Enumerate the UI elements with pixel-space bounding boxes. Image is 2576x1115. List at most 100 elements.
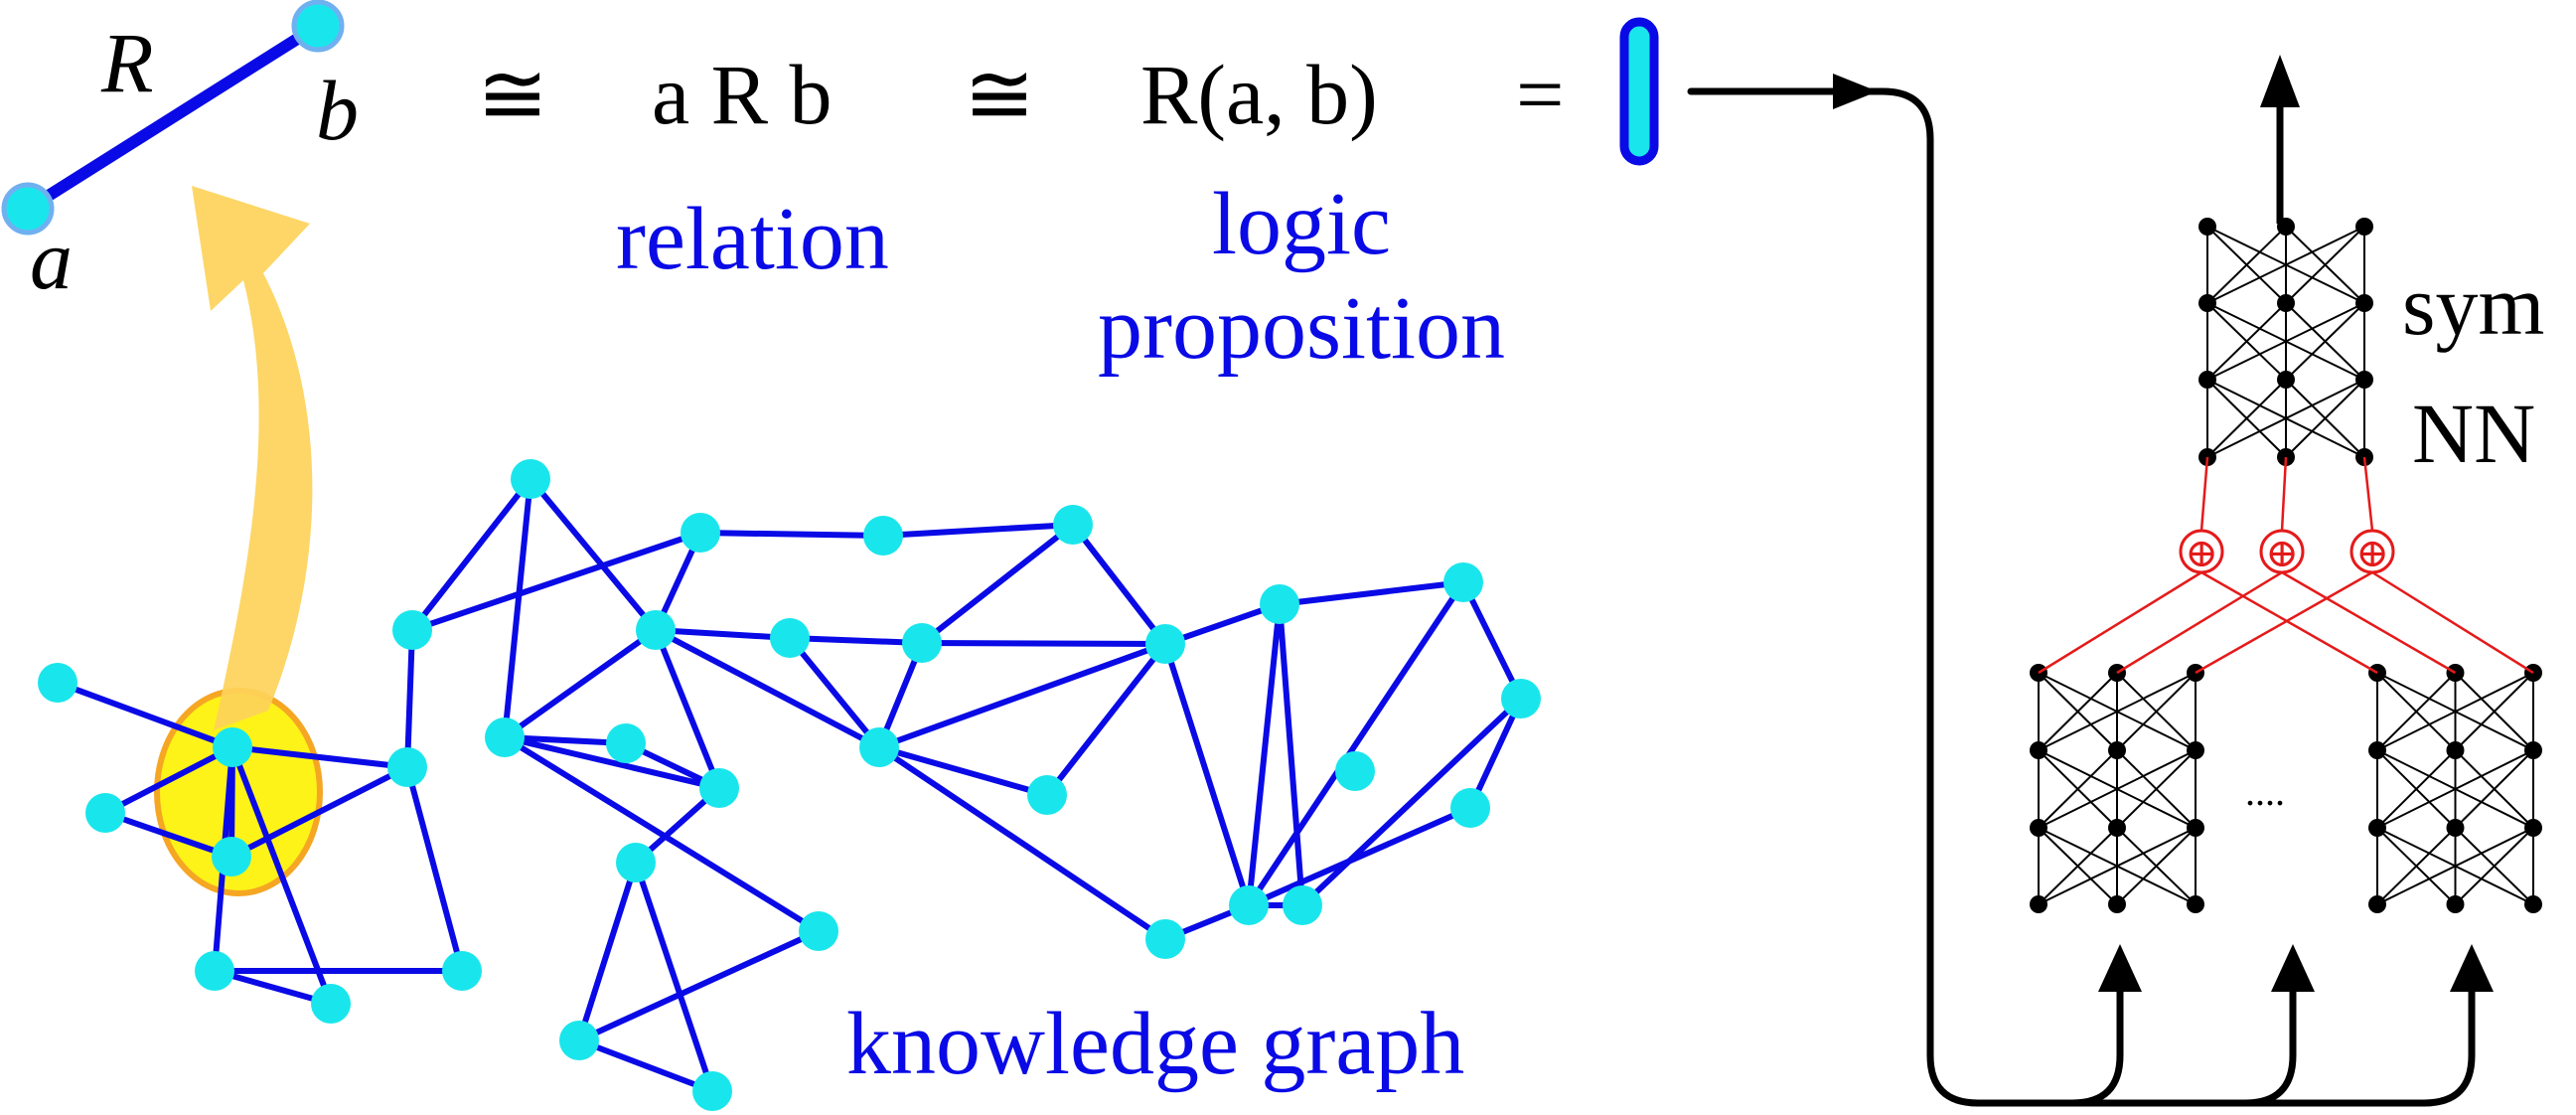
nn-neuron (2198, 218, 2216, 236)
combine-line-up (2362, 456, 2374, 532)
nn-connection (2038, 749, 2118, 829)
nn-neuron (2108, 819, 2126, 837)
graph-node (699, 768, 739, 808)
graph-edge (876, 641, 1168, 750)
graph-edge (404, 764, 465, 974)
combine-line-left (2195, 570, 2373, 675)
graph-edge (55, 680, 235, 750)
graph-edge (502, 734, 722, 791)
nn-connection (2376, 827, 2457, 905)
graph-node (38, 663, 77, 703)
nn-neuron (2277, 371, 2295, 389)
nn-neuron (2524, 895, 2542, 913)
graph-edge (409, 476, 533, 633)
nn-connection (2206, 379, 2365, 458)
graph-node (442, 951, 482, 991)
graph-edge (409, 530, 703, 633)
sym-neural-network (2198, 218, 2373, 466)
graph-edge (102, 744, 235, 816)
graph-edge (1246, 579, 1466, 908)
graph-edge (228, 764, 410, 860)
nn-connection (2206, 302, 2365, 381)
graph-edge (404, 627, 415, 770)
graph-edge (1277, 579, 1466, 607)
node-b-label: b (316, 63, 359, 158)
graph-edge (919, 640, 1168, 647)
nn-neuron (2030, 895, 2047, 913)
combine-line-right (2200, 570, 2378, 675)
combine-symbol-1: ⊕ (2185, 531, 2218, 575)
nn-neuron (2198, 294, 2216, 312)
graph-node (606, 723, 646, 763)
nn-neuron (2355, 371, 2373, 389)
graph-node (511, 459, 550, 499)
graph-node (1145, 919, 1185, 959)
graph-edge (229, 744, 410, 770)
nn-neuron (2030, 741, 2047, 759)
congruent-symbol-1: ≅ (477, 47, 548, 142)
nn-neuron (2446, 741, 2465, 759)
nn-connection (2116, 672, 2197, 751)
graph-edge (653, 627, 882, 750)
graph-edge (576, 1037, 715, 1094)
network-ellipsis: .... (2245, 769, 2285, 814)
graph-node (636, 610, 676, 650)
graph-node (195, 951, 234, 991)
graph-edge (502, 734, 629, 746)
graph-node (559, 1021, 599, 1060)
connector-branch-mid (2241, 960, 2297, 1107)
node-a (1, 182, 55, 236)
nn-connection (2376, 672, 2534, 751)
graph-edge (880, 522, 1076, 539)
node-a-label: a (30, 212, 73, 307)
graph-node (1283, 885, 1322, 925)
infix-form: a R b (652, 47, 833, 142)
graph-node (902, 623, 942, 663)
graph-edge (633, 860, 715, 1094)
graph-node (1260, 584, 1299, 624)
graph-node (1450, 788, 1490, 828)
connector-arrowhead-right (1833, 74, 1878, 109)
graph-edge (919, 522, 1076, 646)
combine-line-left (2116, 570, 2283, 675)
nn-neuron (2355, 294, 2373, 312)
graph-edge (102, 810, 234, 860)
graph-edge (653, 627, 793, 641)
nn-connection (2206, 302, 2287, 381)
graph-node (311, 984, 351, 1024)
nn-connection (2285, 379, 2365, 458)
selection-arrow (192, 186, 313, 730)
node-b (291, 0, 345, 53)
logic-caption-line1: logic (1212, 175, 1391, 273)
nn-neuron (2355, 218, 2373, 236)
nn-connection (2454, 749, 2534, 829)
graph-edge (528, 476, 659, 633)
sym-nn-label-line2: NN (2412, 386, 2535, 481)
nn-connection (2454, 827, 2534, 905)
equals-symbol: = (1516, 47, 1565, 142)
nn-neuron (2277, 294, 2295, 312)
nn-neuron (2524, 741, 2542, 759)
nn-connection (2376, 672, 2457, 751)
relation-symbol: R a b (1, 0, 359, 307)
nn-connection (2038, 672, 2118, 751)
graph-edge (1070, 522, 1168, 647)
equation: ≅ a R b ≅ R(a, b) = (477, 17, 1659, 166)
graph-node (863, 516, 903, 556)
graph-node (770, 618, 810, 658)
nn-neuron (2446, 895, 2465, 913)
graph-node (616, 843, 656, 882)
graph-edge (1460, 579, 1524, 702)
graph-edge (1162, 641, 1252, 908)
input-neural-network-left (2030, 664, 2204, 913)
graph-edge (1246, 805, 1473, 908)
graph-node (1053, 505, 1093, 545)
combine-node-2 (2259, 529, 2305, 574)
graph-edge (1246, 601, 1283, 908)
nn-connection (2454, 672, 2534, 751)
graph-edge (653, 627, 722, 791)
graph-node (1443, 562, 1483, 602)
graph-edge (876, 744, 1168, 942)
combine-line-up (2280, 456, 2288, 532)
nn-connection (2206, 379, 2287, 458)
